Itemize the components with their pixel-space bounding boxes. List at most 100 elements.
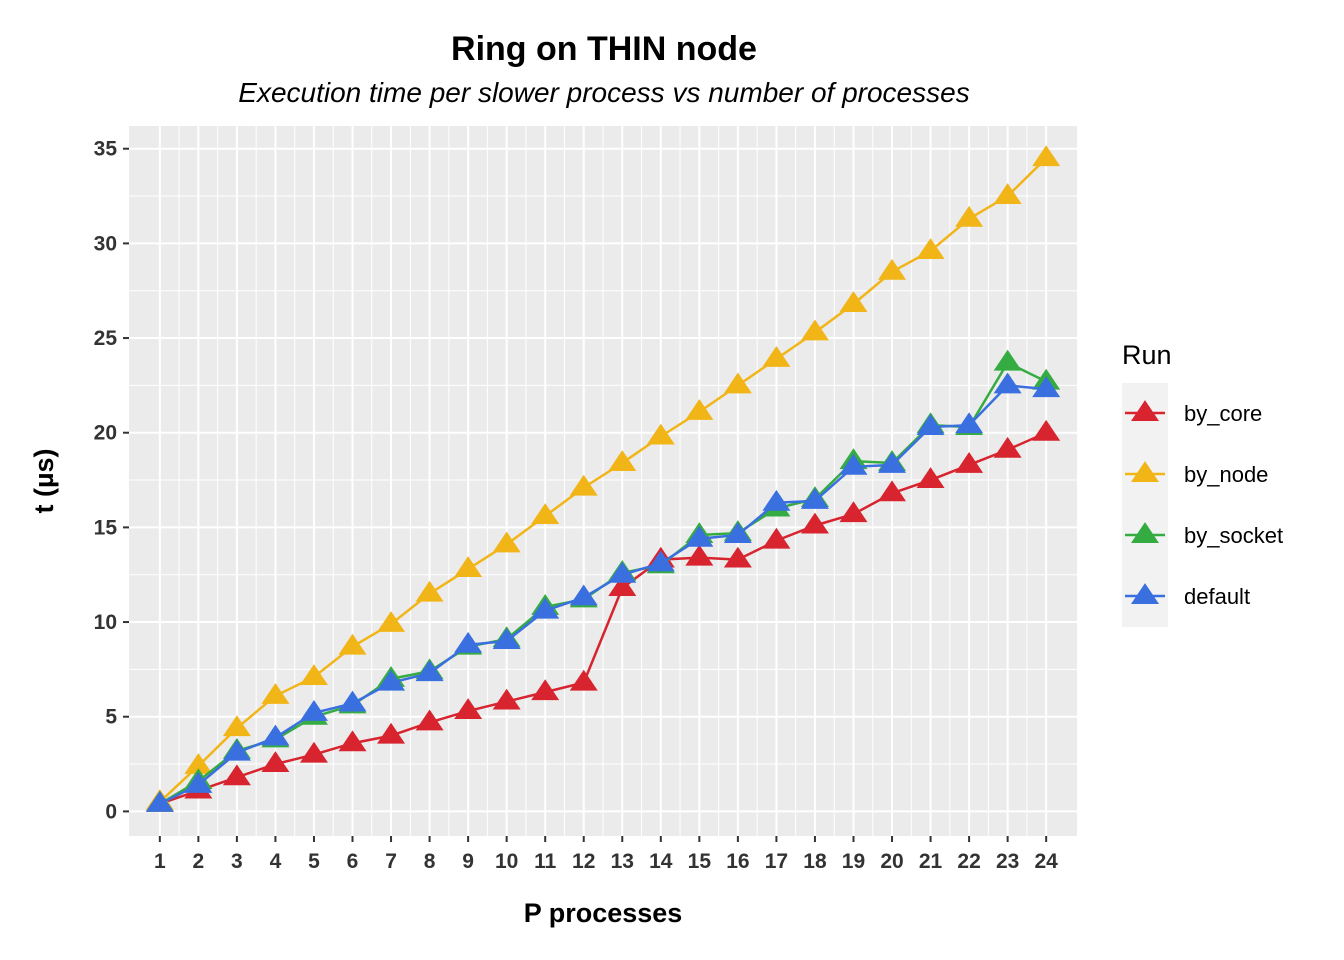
point-default [1032,376,1061,398]
x-tick-label: 7 [385,850,397,873]
y-tick-label: 5 [105,706,117,729]
point-default [916,414,945,436]
point-by-core [762,527,791,549]
point-by-core [839,501,868,523]
point-default [608,561,637,583]
point-default [569,584,598,606]
x-tick-label: 22 [957,850,980,873]
x-tick-label: 15 [688,850,712,873]
point-by-node [993,183,1022,205]
y-tick-label: 20 [94,422,117,445]
point-by-node [685,399,714,420]
point-by-node [723,372,752,394]
x-tick-label: 9 [462,850,474,873]
point-by-core [492,688,521,710]
x-tick-label: 12 [572,850,595,873]
point-by-core [569,669,598,691]
x-tick-label: 20 [880,850,903,873]
point-by-node [454,556,483,578]
point-by-node [1032,145,1061,167]
point-default [646,550,675,572]
legend-symbol-by-core [1131,400,1159,421]
point-default [723,522,752,543]
x-tick-label: 19 [842,850,865,873]
point-default [955,412,984,434]
y-axis-ticks: 0 5 10 15 20 25 30 35 [94,138,129,823]
point-default [762,489,791,511]
point-default [415,660,444,682]
point-by-node [916,238,945,259]
point-by-core [800,512,829,534]
point-by-core [1032,419,1061,441]
point-default [184,772,213,793]
point-by-core [608,575,637,596]
point-by-node [492,531,521,553]
x-tick-label: 17 [765,850,788,873]
point-default [993,372,1022,394]
x-tick-label: 14 [649,850,673,873]
point-default [299,700,328,721]
point-default [685,525,714,547]
x-axis-ticks: 1 2 3 4 5 6 7 8 9 10 11 12 13 14 15 16 17 18 19 20 21 22 23 24 [154,836,1058,873]
point-default [839,453,868,475]
y-tick-label: 35 [94,138,118,161]
point-by-core [955,452,984,473]
y-tick-label: 10 [94,611,117,634]
point-by-core [338,730,367,752]
point-by-socket [993,349,1022,371]
x-tick-label: 8 [424,850,436,873]
point-by-core [916,467,945,489]
point-by-core [377,722,406,744]
point-by-core [993,436,1022,458]
point-by-node [299,664,328,685]
y-tick-label: 25 [94,327,118,350]
point-default [377,669,406,691]
point-by-core [299,741,328,763]
x-tick-label: 21 [919,850,943,873]
point-by-node [955,205,984,227]
y-tick-label: 0 [105,800,117,823]
point-by-core [415,709,444,731]
point-default [454,631,483,653]
point-by-core [261,751,290,773]
x-tick-label: 5 [308,850,320,873]
point-by-core [878,480,907,502]
legend-symbol-default [1131,583,1159,604]
y-axis-title: t (µs) [29,448,59,513]
point-by-node [261,683,290,704]
point-by-node [338,633,367,655]
y-tick-label: 30 [94,232,117,255]
x-axis-title: P processes [524,898,683,928]
x-tick-label: 10 [495,850,518,873]
x-tick-label: 6 [347,850,359,873]
point-by-node [415,580,444,602]
x-tick-label: 23 [996,850,1019,873]
legend-label-by-core: by_core [1184,401,1262,426]
point-default [145,790,174,812]
point-by-node [222,715,251,737]
point-by-node [184,753,213,774]
legend-symbol-by-socket [1131,522,1159,543]
legend-symbol-by-node [1131,461,1159,482]
legend-label-by-node: by_node [1184,462,1268,487]
x-tick-label: 2 [193,850,205,873]
point-by-node [531,503,560,525]
point-default [222,739,251,761]
x-tick-label: 18 [803,850,827,873]
x-tick-label: 4 [270,850,282,873]
point-default [492,628,521,649]
point-by-core [685,544,714,566]
legend-title: Run [1122,340,1172,370]
point-by-node [646,423,675,445]
point-default [800,488,829,509]
x-tick-label: 11 [534,850,557,873]
point-by-core [222,764,251,786]
point-by-node [762,346,791,367]
x-tick-label: 16 [726,850,749,873]
point-by-node [839,291,868,312]
y-tick-label: 15 [94,516,118,539]
point-by-node [569,474,598,496]
